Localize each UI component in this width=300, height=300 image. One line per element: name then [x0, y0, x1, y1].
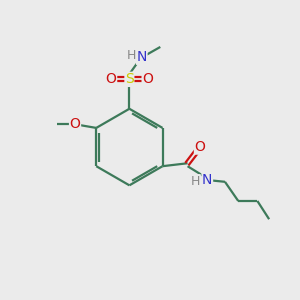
Text: O: O — [106, 72, 117, 86]
Text: O: O — [194, 140, 206, 154]
Text: O: O — [70, 117, 80, 131]
Text: N: N — [202, 173, 212, 187]
Text: H: H — [191, 175, 200, 188]
Text: H: H — [127, 49, 136, 62]
Text: S: S — [125, 72, 134, 86]
Text: O: O — [142, 72, 153, 86]
Text: N: N — [136, 50, 147, 64]
